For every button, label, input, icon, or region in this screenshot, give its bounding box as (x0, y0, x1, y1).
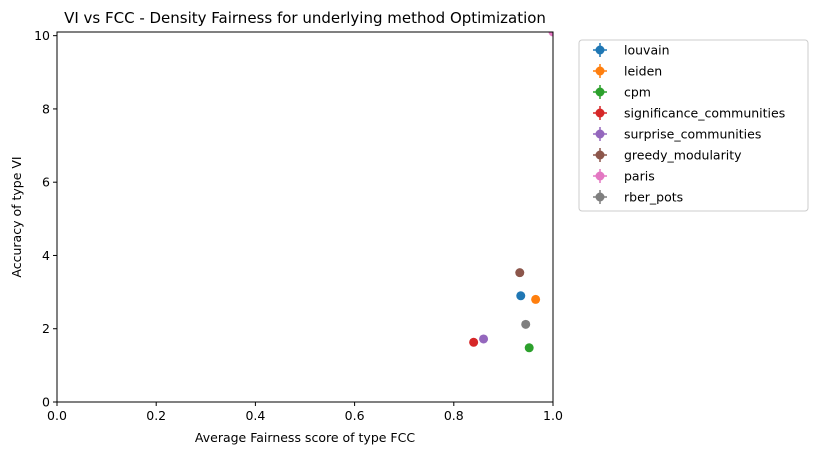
x-tick-label: 0.2 (146, 408, 166, 423)
x-axis-label: Average Fairness score of type FCC (195, 430, 415, 445)
legend-label: cpm (624, 85, 651, 100)
legend-label: significance_communities (624, 106, 785, 121)
chart-title: VI vs FCC - Density Fairness for underly… (64, 9, 546, 27)
legend-marker (595, 150, 605, 160)
x-tick-label: 0.4 (245, 408, 265, 423)
data-point-cpm (524, 343, 534, 353)
legend-marker (595, 129, 605, 139)
data-point-surprise-communities (479, 334, 489, 344)
data-point-greedy-modularity (515, 268, 525, 278)
x-tick-label: 0.0 (47, 408, 67, 423)
legend-label: rber_pots (624, 190, 683, 205)
data-point-louvain (516, 291, 526, 301)
x-tick-label: 1.0 (543, 408, 563, 423)
x-tick-label: 0.8 (444, 408, 464, 423)
y-tick-label: 0 (42, 395, 50, 410)
legend-label: paris (624, 169, 655, 184)
data-point-paris (548, 32, 553, 37)
x-tick-label: 0.6 (345, 408, 365, 423)
legend-box (578, 39, 809, 212)
y-tick-label: 10 (34, 28, 50, 43)
legend-marker (595, 87, 605, 97)
legend-item: greedy_modularity (593, 148, 742, 163)
legend-item: surprise_communities (593, 127, 761, 142)
y-tick-label: 6 (42, 175, 50, 190)
legend-marker (595, 171, 605, 181)
data-point-leiden (531, 294, 541, 304)
data-point-significance-communities (469, 337, 479, 347)
legend-item: louvain (593, 43, 670, 58)
plot-frame (56, 31, 554, 403)
y-axis-label: Accuracy of type VI (9, 156, 24, 277)
legend-item: significance_communities (593, 106, 785, 121)
legend-label: louvain (624, 43, 670, 58)
legend-item: leiden (593, 64, 662, 79)
y-tick-label: 2 (42, 321, 50, 336)
legend-label: surprise_communities (624, 127, 761, 142)
legend-item: cpm (593, 85, 651, 100)
legend: louvain leiden cpm significance_communities… (578, 39, 809, 212)
legend-marker (595, 108, 605, 118)
legend-marker (595, 192, 605, 202)
y-tick-label: 8 (42, 101, 50, 116)
y-tick-label: 4 (42, 248, 50, 263)
legend-marker (595, 66, 605, 76)
legend-item: paris (593, 169, 655, 184)
legend-marker (595, 45, 605, 55)
legend-label: greedy_modularity (624, 148, 742, 163)
legend-label: leiden (624, 64, 662, 79)
data-point-rber-pots (521, 319, 531, 329)
legend-item: rber_pots (593, 190, 683, 205)
